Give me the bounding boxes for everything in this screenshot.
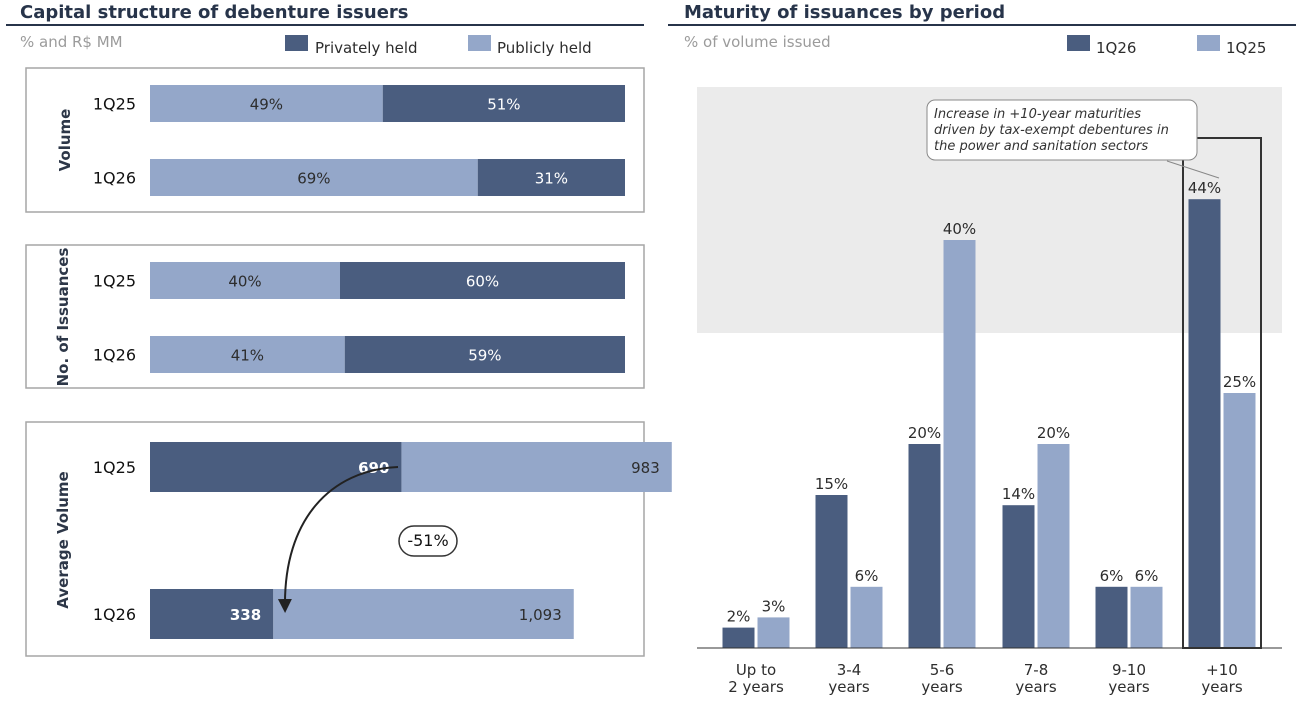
volume-bar-private (382, 85, 625, 122)
volume-bar-value-label: 51% (487, 96, 520, 114)
issuances-row-label: 1Q25 (93, 272, 136, 291)
maturity-tick-label: 5-6 (930, 661, 955, 679)
legend-private-swatch (285, 35, 308, 51)
maturity-bar-value-label: 6% (1135, 567, 1159, 585)
maturity-tick-label: years (1108, 678, 1149, 696)
maturity-tick-label: 2 years (728, 678, 784, 696)
legend-1q26-label: 1Q26 (1096, 39, 1136, 57)
legend-public-swatch (468, 35, 491, 51)
maturity-tick-label: +10 (1206, 661, 1238, 679)
maturity-bar-1q26 (815, 495, 848, 648)
volume-row-label: 1Q25 (93, 95, 136, 114)
note-box (926, 99, 1198, 161)
average-row-label: 1Q25 (93, 458, 136, 477)
left-subtitle: % and R$ MM (20, 33, 123, 51)
average-bar-private (150, 589, 274, 639)
average-public-value: 1,093 (519, 606, 562, 624)
legend-1q25-swatch (1197, 35, 1220, 51)
left-panel-title: Capital structure of debenture issuers (20, 2, 409, 23)
issuances-bar-private (340, 262, 625, 299)
maturity-tick-label: years (1015, 678, 1056, 696)
decrease-arrow (277, 466, 399, 613)
average-bar-private (150, 442, 402, 492)
volume-chart: 1Q25 49% 51% 1Q26 69% 31% (93, 85, 625, 196)
right-subtitle: % of volume issued (684, 33, 831, 51)
average-public-value: 983 (631, 459, 660, 477)
volume-section-title: Volume (56, 109, 74, 172)
maturity-bar-value-label: 15% (815, 475, 848, 493)
maturity-bar-1q25 (1223, 393, 1256, 648)
average-row-label: 1Q26 (93, 605, 136, 624)
maturity-tick-label: 3-4 (837, 661, 862, 679)
issuances-bar-public (150, 262, 340, 299)
issuances-frame (25, 244, 645, 389)
note-line-1: Increase in +10-year maturities (934, 107, 1141, 122)
maturity-tick-label: years (1201, 678, 1242, 696)
issuances-section-title: No. of Issuances (54, 248, 72, 387)
maturity-bar-1q25 (850, 586, 883, 648)
issuances-bar-value-label: 59% (468, 347, 501, 365)
average-bar-public (401, 442, 672, 492)
right-panel-title: Maturity of issuances by period (684, 2, 1005, 23)
maturity-bar-value-label: 20% (908, 424, 941, 442)
note-pointer (1166, 160, 1220, 179)
issuances-bar-public (150, 336, 345, 373)
issuances-row-label: 1Q26 (93, 346, 136, 365)
maturity-bar-value-label: 2% (727, 608, 751, 626)
volume-row-label: 1Q26 (93, 169, 136, 188)
issuances-bar-value-label: 41% (231, 347, 264, 365)
average-frame (25, 421, 645, 657)
maturity-tick-label: 7-8 (1024, 661, 1049, 679)
volume-frame (25, 67, 645, 213)
maturity-tick-label: Up to (736, 661, 776, 679)
maturity-bar-1q25 (1037, 444, 1070, 648)
plus10-highlight-box (1182, 137, 1262, 649)
volume-bar-value-label: 31% (535, 170, 568, 188)
maturity-bar-1q26 (1188, 199, 1221, 648)
change-callout-text: -51% (407, 531, 448, 550)
maturity-bar-value-label: 40% (943, 220, 976, 238)
legend-private-label: Privately held (315, 39, 418, 57)
maturity-bar-1q25 (757, 617, 790, 648)
maturity-bar-1q26 (908, 444, 941, 648)
maturity-bar-value-label: 20% (1037, 424, 1070, 442)
maturity-bar-value-label: 3% (762, 597, 786, 615)
average-private-value: 338 (230, 606, 261, 624)
maturity-bar-1q25 (943, 240, 976, 648)
volume-bar-public (150, 85, 383, 122)
volume-bar-private (477, 159, 625, 196)
legend-1q26-swatch (1067, 35, 1090, 51)
maturity-bar-1q26 (1002, 505, 1035, 648)
issuances-bar-value-label: 60% (466, 273, 499, 291)
volume-bar-public (150, 159, 478, 196)
change-callout-box (398, 525, 458, 557)
legend-1q25-label: 1Q25 (1226, 39, 1266, 57)
legend-public-label: Publicly held (497, 39, 592, 57)
maturity-tick-label: 9-10 (1112, 661, 1146, 679)
volume-bar-value-label: 69% (297, 170, 330, 188)
maturity-tick-label: years (828, 678, 869, 696)
maturity-chart: 2%3%Up to2 years15%6%3-4years20%40%5-6ye… (722, 179, 1256, 696)
issuances-bar-value-label: 40% (228, 273, 261, 291)
maturity-bar-1q26 (1095, 586, 1128, 648)
maturity-bar-value-label: 6% (855, 567, 879, 585)
average-section-title: Average Volume (54, 471, 72, 608)
average-bar-public (273, 589, 574, 639)
volume-bar-value-label: 49% (250, 96, 283, 114)
issuances-bar-private (344, 336, 625, 373)
maturity-bar-value-label: 25% (1223, 373, 1256, 391)
note-line-2: driven by tax-exempt debentures in (934, 123, 1169, 138)
maturity-bar-1q26 (722, 627, 755, 648)
maturity-bar-value-label: 6% (1100, 567, 1124, 585)
maturity-bar-value-label: 14% (1002, 485, 1035, 503)
maturity-bar-1q25 (1130, 586, 1163, 648)
maturity-tick-label: years (921, 678, 962, 696)
maturity-bar-value-label: 44% (1188, 179, 1221, 197)
issuances-chart: 1Q25 40% 60% 1Q26 41% 59% (93, 262, 625, 373)
note-line-3: the power and sanitation sectors (934, 139, 1148, 154)
